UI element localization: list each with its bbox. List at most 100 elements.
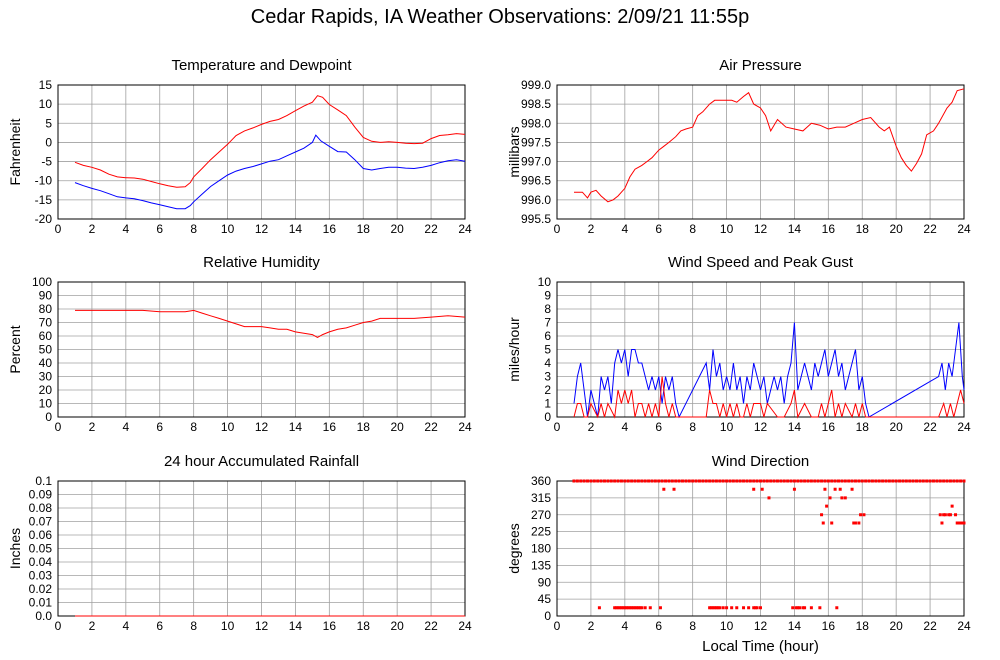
y-tick-label: 90: [39, 289, 53, 303]
y-tick-label: 2: [544, 383, 551, 397]
data-point: [791, 606, 795, 610]
data-point: [614, 606, 618, 610]
data-point: [657, 479, 661, 483]
y-tick-label: 0: [544, 410, 551, 424]
data-point: [572, 479, 576, 483]
x-tick-label: 10: [221, 619, 235, 633]
x-tick-label: 18: [357, 619, 371, 633]
x-axis-label: Local Time (hour): [702, 638, 819, 655]
x-tick-label: 22: [424, 222, 438, 236]
x-tick-label: 20: [889, 619, 903, 633]
data-point: [625, 606, 629, 610]
data-point: [779, 479, 783, 483]
data-point: [630, 479, 634, 483]
x-tick-label: 10: [720, 420, 734, 434]
data-point: [867, 479, 871, 483]
data-point: [621, 606, 625, 610]
x-tick-label: 0: [554, 619, 561, 633]
data-point: [597, 606, 601, 610]
x-tick-label: 2: [89, 222, 96, 236]
series-line-0: [75, 309, 466, 338]
data-point: [818, 606, 822, 610]
data-point: [952, 479, 956, 483]
data-point: [662, 487, 666, 491]
data-point: [643, 479, 647, 483]
x-tick-label: 4: [122, 420, 129, 434]
data-point: [694, 479, 698, 483]
y-tick-label: 997.0: [521, 155, 551, 169]
y-tick-label: 0.08: [29, 501, 53, 515]
data-point: [738, 479, 742, 483]
data-point: [942, 479, 946, 483]
data-point: [670, 479, 674, 483]
y-tick-label: 0.1: [35, 474, 52, 488]
series-line-0: [573, 322, 965, 419]
y-tick-label: -5: [41, 155, 52, 169]
data-point: [755, 606, 759, 610]
x-tick-label: 8: [689, 619, 696, 633]
x-tick-label: 16: [323, 619, 337, 633]
series-line-0: [74, 95, 466, 188]
x-tick-label: 20: [889, 222, 903, 236]
y-tick-label: 6: [544, 329, 551, 343]
data-point: [938, 513, 942, 517]
data-point: [667, 479, 671, 483]
data-point: [606, 479, 610, 483]
data-point: [709, 606, 713, 610]
data-point: [691, 479, 695, 483]
data-point: [647, 479, 651, 483]
data-point: [830, 521, 834, 525]
data-point: [653, 479, 657, 483]
y-axis-label: millibars: [506, 126, 522, 177]
data-point: [809, 606, 813, 610]
chart-temp: 2 4 6 8 10 12 14 16 18 20 22 240-20-15-10-5051015Te…: [7, 57, 472, 236]
data-point: [752, 479, 756, 483]
data-point: [860, 479, 864, 483]
data-point: [658, 606, 662, 610]
data-point: [821, 521, 825, 525]
x-tick-label: 4: [621, 619, 628, 633]
y-tick-label: 0.06: [29, 528, 53, 542]
x-tick-label: 6: [655, 222, 662, 236]
data-point: [828, 496, 832, 500]
data-point: [636, 479, 640, 483]
data-point: [579, 479, 583, 483]
data-point: [801, 606, 805, 610]
data-point: [957, 521, 961, 525]
data-point: [618, 606, 622, 610]
data-point: [835, 606, 839, 610]
x-tick-label: 10: [221, 420, 235, 434]
data-point: [838, 487, 842, 491]
plot-frame: [57, 84, 466, 220]
y-tick-label: 0: [45, 135, 52, 149]
data-point: [753, 606, 757, 610]
data-point: [718, 479, 722, 483]
data-point: [955, 479, 959, 483]
data-point: [725, 479, 729, 483]
data-point: [589, 479, 593, 483]
x-tick-label: 14: [289, 619, 303, 633]
data-point: [664, 479, 668, 483]
data-point: [950, 504, 954, 508]
y-axis-label: Inches: [7, 528, 23, 569]
x-tick-label: 16: [822, 619, 836, 633]
x-tick-label: 8: [190, 619, 197, 633]
x-tick-label: 20: [390, 619, 404, 633]
x-tick-label: 20: [390, 222, 404, 236]
data-point: [894, 479, 898, 483]
x-tick-label: 0: [55, 420, 62, 434]
data-point: [677, 479, 681, 483]
y-tick-label: 40: [39, 356, 53, 370]
y-tick-label: 3: [544, 370, 551, 384]
data-point: [915, 479, 919, 483]
data-point: [928, 479, 932, 483]
chart-winddir: 2 4 6 8 10 12 14 16 18 20 22 2400459013518022527031…: [506, 453, 971, 655]
data-point: [742, 606, 746, 610]
data-point: [586, 479, 590, 483]
y-axis-label: miles/hour: [506, 317, 522, 382]
y-tick-label: 0.01: [29, 596, 53, 610]
data-point: [962, 521, 966, 525]
data-point: [626, 479, 630, 483]
y-tick-label: 360: [531, 474, 551, 488]
data-point: [945, 479, 949, 483]
